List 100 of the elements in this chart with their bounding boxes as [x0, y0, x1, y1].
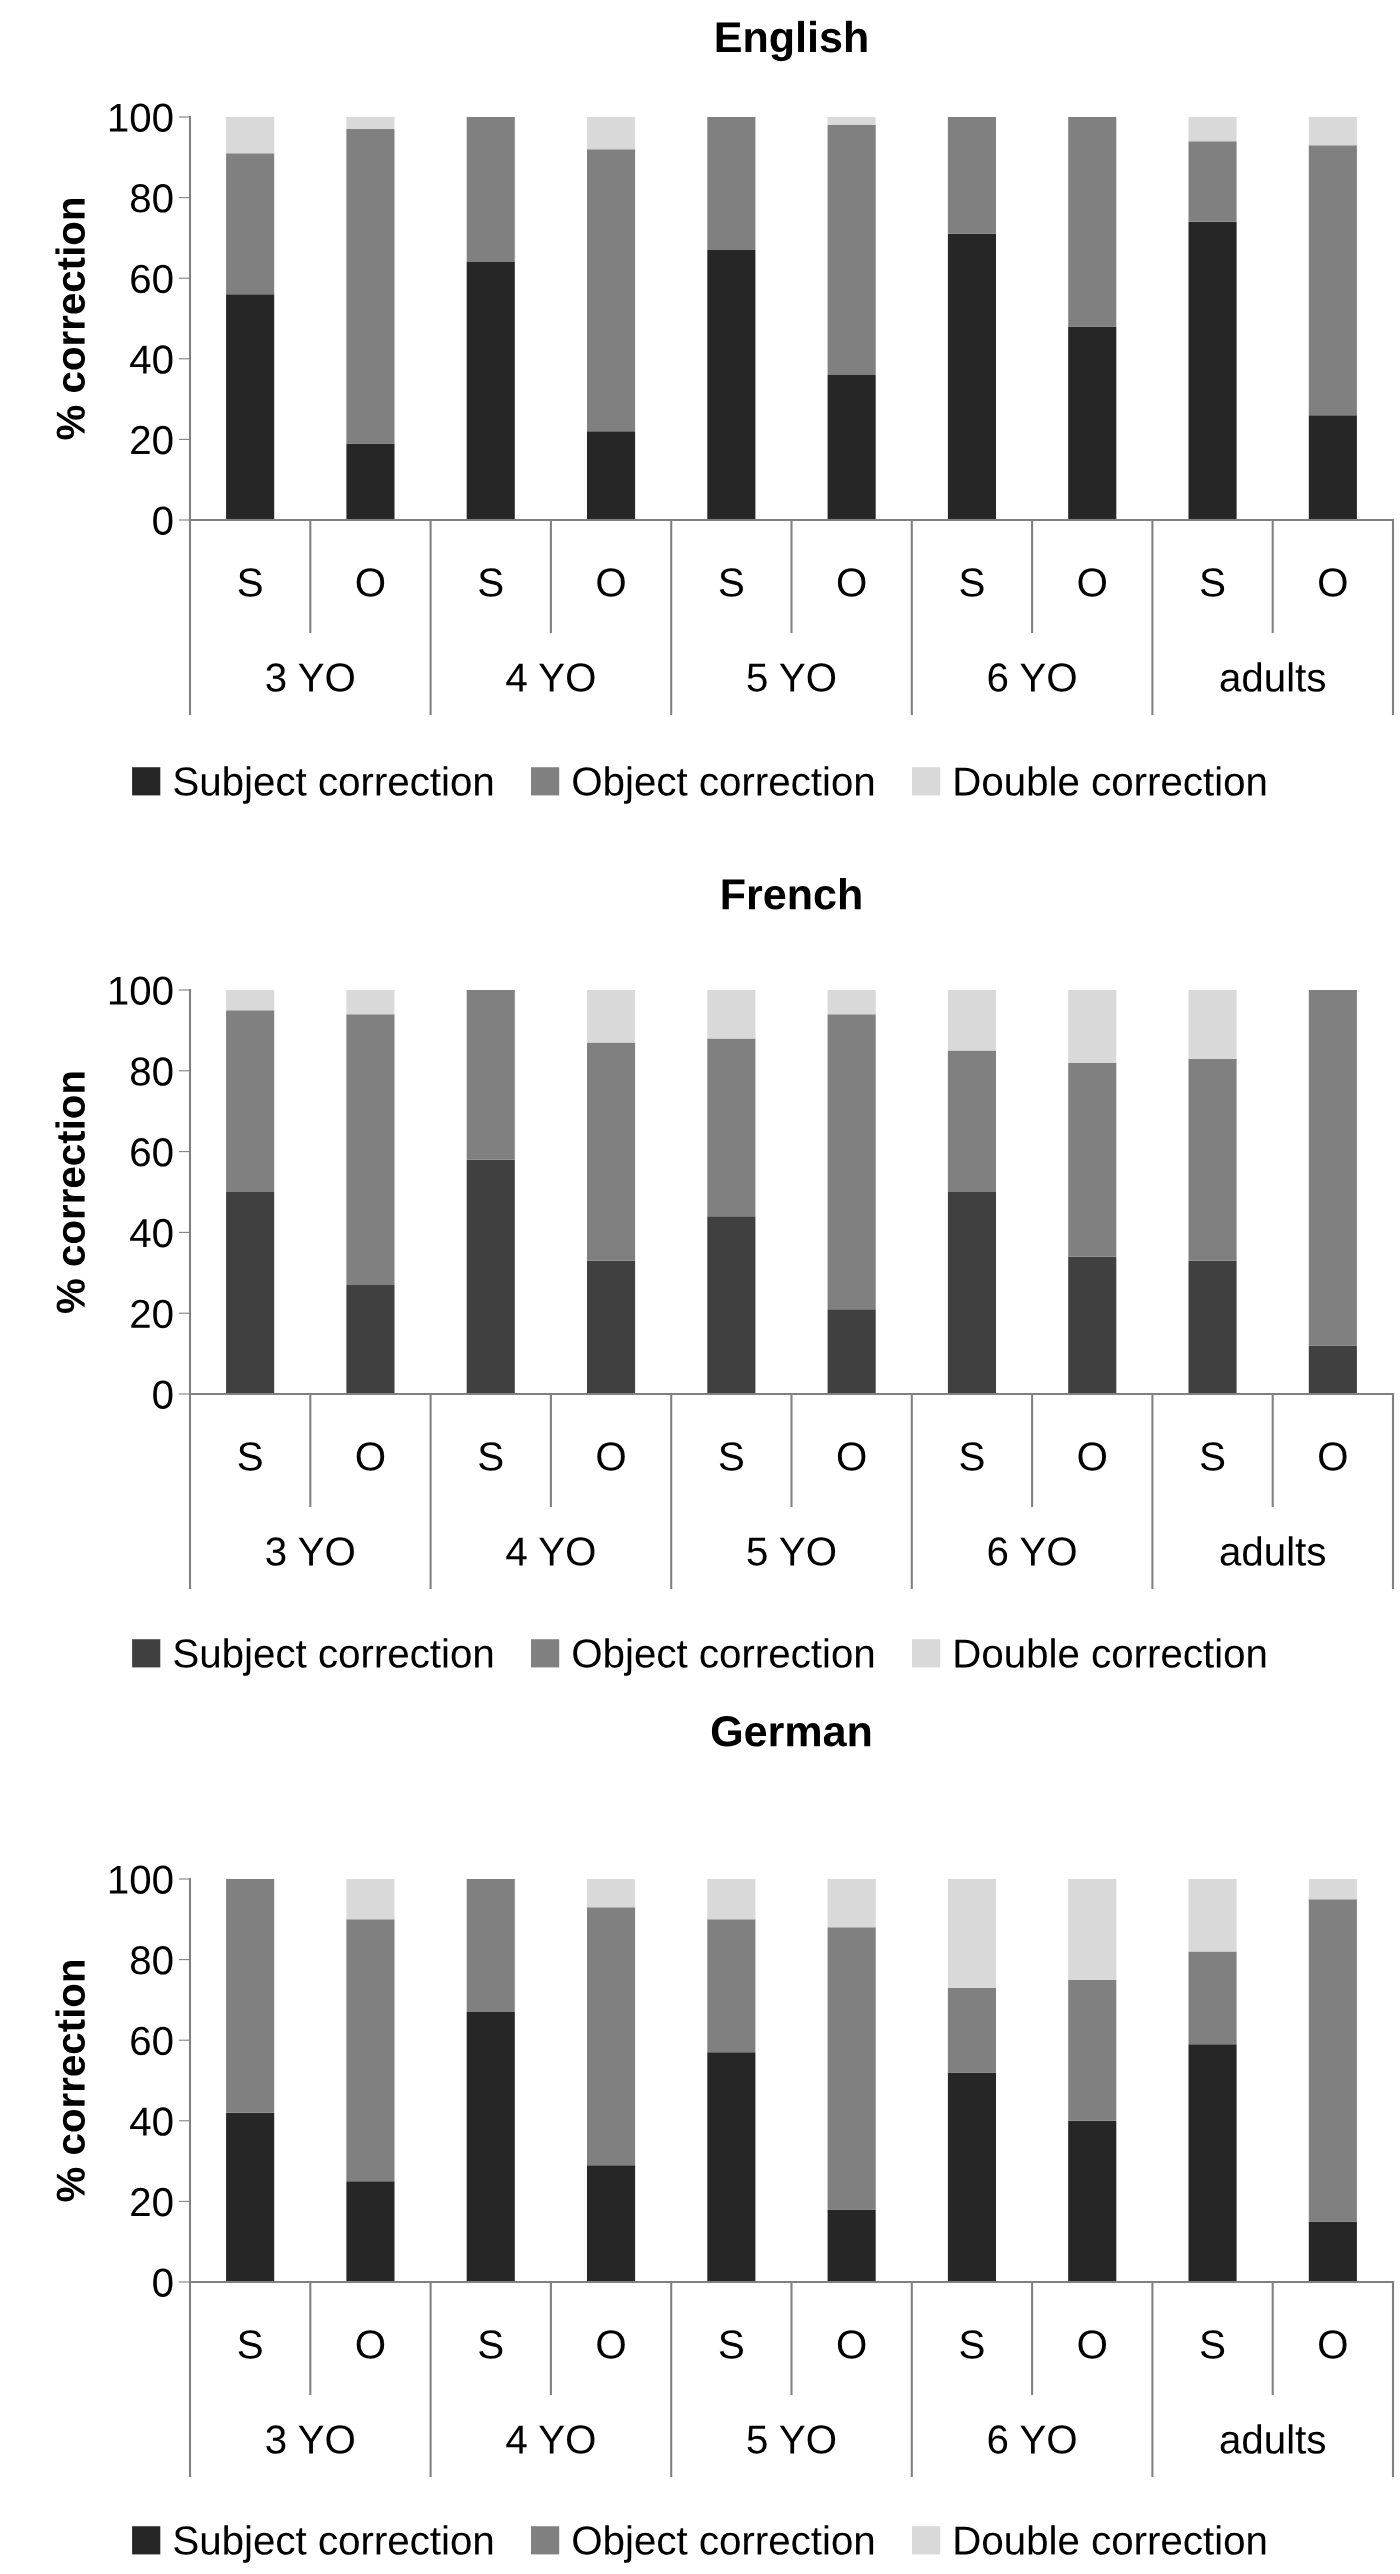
x-tick-label: O — [597, 568, 625, 597]
x-tick-label: O — [356, 1442, 385, 1471]
x-tick-label: S — [719, 2330, 743, 2359]
bar — [586, 431, 636, 520]
bar — [1188, 1879, 1237, 1952]
y-tick-label: 40 — [130, 345, 173, 374]
bar — [586, 2165, 636, 2282]
bar — [1308, 1345, 1357, 1394]
bar — [827, 374, 876, 520]
text: 5 YO — [747, 1537, 836, 1566]
bar — [1068, 2120, 1117, 2282]
bar — [346, 2181, 395, 2282]
text: adults — [1220, 2424, 1325, 2454]
bar — [1308, 1879, 1357, 1900]
bar — [226, 294, 275, 520]
y-tick-label: 40 — [130, 2107, 173, 2136]
bar — [466, 1879, 515, 2012]
x-tick-label: O — [356, 568, 385, 597]
bar — [947, 1987, 997, 2073]
text: 5 YO — [747, 2425, 836, 2454]
y-tick-label: 80 — [130, 1057, 173, 1086]
bar — [947, 2072, 997, 2282]
bar — [947, 233, 997, 520]
x-tick-label: S — [960, 568, 984, 597]
bar — [586, 1042, 636, 1261]
x-tick-label: S — [960, 1442, 984, 1471]
text: 4 YO — [506, 2425, 595, 2454]
text: 3 YO — [266, 663, 354, 692]
y-tick-label: 40 — [130, 1218, 173, 1248]
bar — [1188, 117, 1237, 142]
bar — [346, 1919, 395, 2182]
legend-label: Subject correction — [174, 2525, 493, 2563]
y-tick-label: 100 — [109, 976, 173, 1005]
bar — [827, 1309, 876, 1394]
x-tick-label: S — [479, 1442, 503, 1471]
text: adults — [1220, 662, 1325, 692]
y-axis-title: % correction — [55, 1961, 85, 2202]
y-tick-label: 100 — [109, 1865, 173, 1894]
x-tick-label: O — [837, 2330, 866, 2359]
x-tick-label: O — [1319, 1442, 1347, 1471]
bar — [827, 117, 876, 126]
bar — [1308, 990, 1357, 1346]
y-tick-label: 0 — [153, 2268, 173, 2297]
bar — [827, 2209, 876, 2282]
bar — [226, 1192, 275, 1394]
bar — [466, 990, 515, 1160]
bar — [947, 1192, 997, 1394]
x-tick-label: S — [479, 568, 503, 597]
y-tick-label: 60 — [131, 264, 173, 294]
text: 3 YO — [266, 2425, 354, 2454]
x-tick-label: S — [238, 568, 262, 597]
bar — [1188, 2044, 1237, 2282]
bar — [1188, 990, 1237, 1059]
bar — [707, 2052, 756, 2282]
bar — [1188, 1058, 1237, 1261]
bar — [1068, 1879, 1117, 1980]
bar — [1068, 117, 1117, 327]
y-axis-title: % correction — [55, 199, 85, 440]
bar — [1068, 1256, 1117, 1394]
x-tick-label: O — [837, 1442, 866, 1471]
y-tick-label: 0 — [153, 1380, 173, 1409]
bar — [707, 1038, 756, 1217]
bar — [1308, 145, 1357, 416]
bar — [226, 117, 275, 154]
x-tick-label: O — [1078, 1442, 1106, 1471]
bar — [226, 990, 275, 1011]
bar — [466, 117, 515, 263]
bar — [827, 1927, 876, 2210]
x-tick-label: O — [597, 1442, 625, 1471]
bar — [827, 1014, 876, 1310]
bar — [226, 1879, 275, 2113]
x-tick-label: S — [960, 2330, 984, 2359]
legend-label: Object correction — [573, 1638, 874, 1676]
bar — [346, 990, 395, 1015]
text: 4 YO — [506, 663, 595, 692]
bar — [947, 1879, 997, 1988]
x-tick-label: O — [837, 568, 866, 597]
legend-label: Double correction — [955, 1638, 1266, 1668]
bar — [707, 1919, 756, 2053]
y-axis-title: % correction — [55, 1072, 85, 1313]
bar — [947, 117, 997, 234]
bar — [346, 443, 395, 520]
y-tick-label: 60 — [131, 2026, 173, 2056]
bar — [707, 117, 756, 250]
x-tick-label: S — [719, 1442, 743, 1471]
bar — [707, 249, 756, 520]
x-tick-label: O — [1078, 2330, 1106, 2359]
bar — [1068, 1062, 1117, 1257]
bar — [586, 1879, 636, 1908]
legend-label: Double correction — [955, 766, 1266, 796]
legend-label: Subject correction — [174, 766, 493, 804]
y-tick-label: 0 — [153, 506, 173, 535]
y-tick-label: 20 — [131, 1299, 173, 1329]
bar — [1188, 221, 1237, 520]
x-tick-label: O — [1078, 568, 1106, 597]
bar — [1308, 1899, 1357, 2222]
y-tick-label: 80 — [130, 184, 173, 213]
bar — [1308, 117, 1357, 146]
bar — [346, 117, 395, 130]
bar — [586, 1260, 636, 1394]
